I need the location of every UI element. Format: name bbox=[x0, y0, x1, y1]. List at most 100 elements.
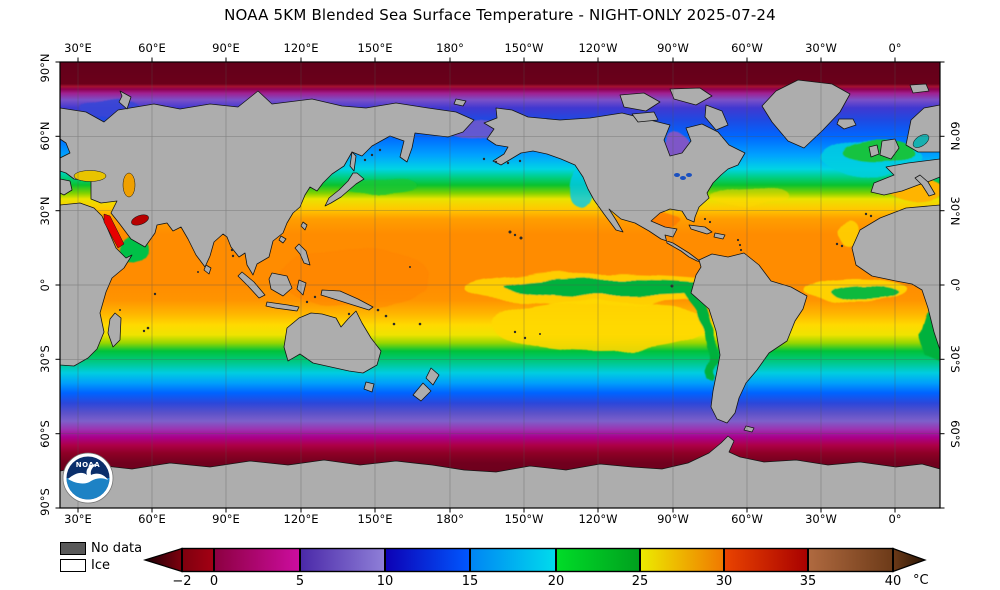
lon-tick-label: 90°E bbox=[212, 512, 240, 526]
colorbar-tick-label: 15 bbox=[461, 574, 479, 589]
ireland bbox=[868, 144, 880, 158]
colorbar-tick-label: 30 bbox=[715, 574, 733, 589]
lon-tick-label: 120°E bbox=[283, 512, 319, 526]
continent-antarctica bbox=[60, 435, 940, 508]
lon-tick-label: 30°E bbox=[64, 512, 92, 526]
lon-tick-label: 0° bbox=[888, 41, 902, 55]
lon-tick-label: 30°W bbox=[805, 512, 837, 526]
lat-tick-label: 60°N bbox=[38, 121, 52, 151]
colorbar-tick-label: 35 bbox=[799, 574, 817, 589]
lon-tick-label: 60°W bbox=[731, 512, 763, 526]
japan bbox=[324, 172, 365, 207]
inland-seas bbox=[73, 134, 930, 249]
sakhalin bbox=[349, 151, 357, 172]
lon-tick-label: 0° bbox=[888, 512, 902, 526]
borneo bbox=[268, 272, 293, 297]
continent-africa-west bbox=[851, 204, 940, 351]
hainan bbox=[278, 235, 287, 244]
colorbar-under-arrow bbox=[142, 547, 183, 573]
novaya-zemlya bbox=[118, 90, 132, 110]
lat-tick-label: 30°N bbox=[38, 196, 52, 226]
colorbar-tick-label: 0 bbox=[209, 574, 219, 589]
sst-map bbox=[55, 57, 945, 513]
lon-tick-label: 90°E bbox=[212, 41, 240, 55]
madagascar bbox=[107, 312, 122, 348]
lat-tick-label: 30°S bbox=[948, 345, 962, 373]
hispaniola bbox=[713, 232, 726, 240]
colorbar-tick-label: 20 bbox=[547, 574, 565, 589]
iceland bbox=[836, 118, 857, 130]
lon-tick-label: 150°W bbox=[504, 41, 544, 55]
lon-tick-label: 60°E bbox=[138, 512, 166, 526]
black-sea bbox=[73, 170, 107, 182]
arctic-island bbox=[669, 87, 713, 106]
lon-tick-label: 120°W bbox=[578, 41, 618, 55]
lon-tick-label: 180° bbox=[436, 41, 464, 55]
ice-label: Ice bbox=[91, 558, 110, 573]
colorbar-tick-label: 40 bbox=[884, 574, 902, 589]
britain bbox=[879, 138, 900, 160]
lon-tick-label: 150°E bbox=[357, 41, 393, 55]
colorbar-tick-label: 5 bbox=[295, 574, 305, 589]
lon-tick-label: 150°E bbox=[357, 512, 393, 526]
arctic-island bbox=[619, 92, 661, 112]
baffin-island bbox=[704, 104, 729, 131]
new-zealand-south bbox=[412, 382, 432, 402]
italy bbox=[914, 174, 936, 197]
continent-south-america bbox=[690, 252, 808, 424]
no-data-label: No data bbox=[91, 541, 143, 556]
lon-tick-label: 150°W bbox=[504, 512, 544, 526]
wrangel-island bbox=[453, 98, 467, 107]
lon-tick-label: 180° bbox=[436, 512, 464, 526]
lat-tick-label: 30°S bbox=[38, 345, 52, 373]
noaa-logo-text: NOAA bbox=[76, 461, 101, 469]
lon-tick-label: 120°E bbox=[283, 41, 319, 55]
graticule bbox=[60, 62, 940, 508]
new-guinea bbox=[320, 289, 374, 311]
figure-title: NOAA 5KM Blended Sea Surface Temperature… bbox=[224, 6, 776, 24]
sulawesi bbox=[296, 279, 307, 296]
red-sea bbox=[103, 213, 125, 249]
lon-tick-label: 30°E bbox=[64, 41, 92, 55]
land-masses bbox=[60, 79, 940, 508]
sumatra bbox=[237, 271, 266, 299]
persian-gulf bbox=[131, 214, 149, 226]
great-lakes bbox=[674, 173, 692, 180]
philippines bbox=[294, 243, 311, 266]
temperature-colorbar bbox=[142, 547, 927, 573]
taiwan bbox=[300, 221, 308, 231]
caspian-sea bbox=[122, 172, 136, 198]
europe bbox=[870, 158, 940, 196]
colorbar-tick-label: 10 bbox=[376, 574, 394, 589]
colorbar-unit-label: °C bbox=[913, 573, 929, 588]
arctic-island bbox=[631, 111, 659, 123]
lat-tick-label: 60°S bbox=[948, 420, 962, 448]
new-zealand-north bbox=[425, 367, 440, 386]
ice-swatch bbox=[60, 559, 86, 572]
lon-tick-label: 90°W bbox=[657, 512, 689, 526]
lat-tick-label: 90°N bbox=[38, 53, 52, 83]
lat-tick-label: 30°N bbox=[948, 196, 962, 226]
baltic-sea bbox=[912, 134, 930, 148]
colorbar-tick-label: −2 bbox=[172, 574, 192, 589]
lat-tick-label: 0° bbox=[948, 278, 962, 292]
continent-africa-east bbox=[60, 202, 133, 367]
svalbard bbox=[909, 83, 930, 94]
lat-tick-label: 60°S bbox=[38, 420, 52, 448]
cuba bbox=[688, 224, 713, 235]
lon-tick-label: 60°W bbox=[731, 41, 763, 55]
lon-tick-label: 30°W bbox=[805, 41, 837, 55]
lon-tick-label: 90°W bbox=[657, 41, 689, 55]
no-data-swatch bbox=[60, 542, 86, 555]
lon-tick-label: 120°W bbox=[578, 512, 618, 526]
noaa-logo: NOAA bbox=[62, 452, 114, 504]
continent-australia bbox=[283, 310, 382, 374]
lat-tick-label: 0° bbox=[38, 278, 52, 292]
small-islands bbox=[119, 148, 873, 340]
continent-north-america bbox=[483, 107, 746, 263]
sri-lanka bbox=[203, 264, 212, 275]
colorbar-over-arrow bbox=[892, 547, 927, 573]
tasmania bbox=[363, 381, 375, 393]
lat-tick-label: 60°N bbox=[948, 121, 962, 151]
greece bbox=[60, 178, 73, 196]
